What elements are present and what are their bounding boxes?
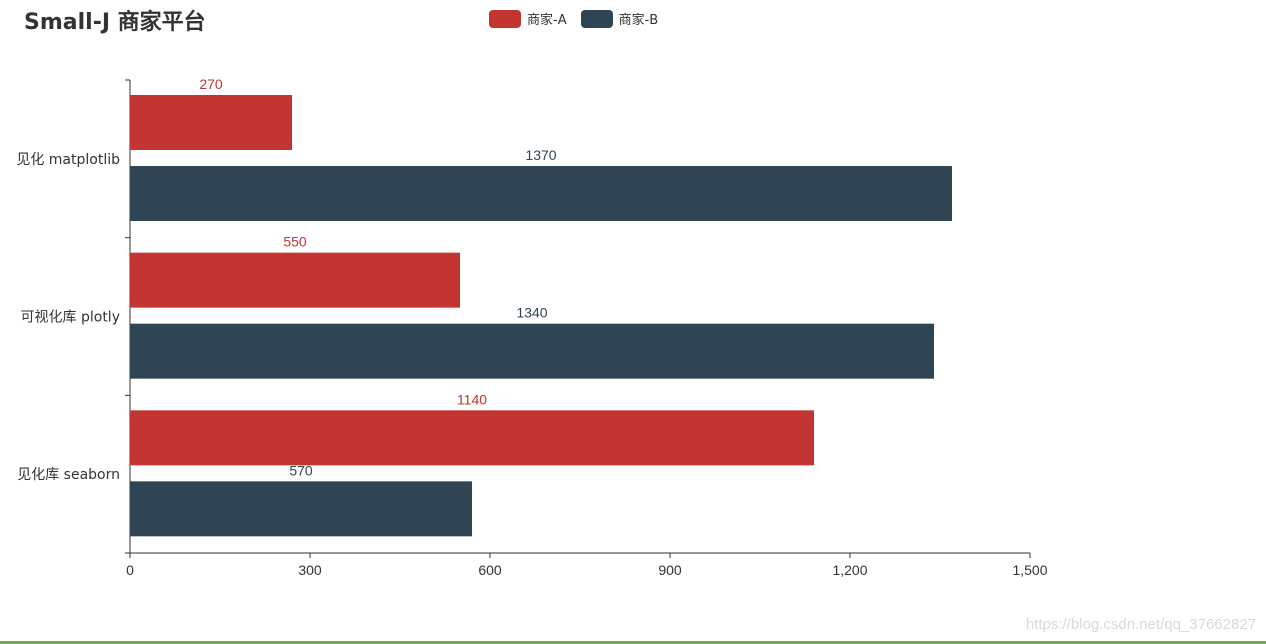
legend-item-merchant-b[interactable]: 商家-B	[580, 9, 659, 28]
bar-value-label: 1140	[457, 391, 487, 407]
bar-merchant-b	[130, 323, 934, 379]
bar-merchant-b	[130, 166, 952, 221]
bar-value-label: 270	[199, 76, 223, 92]
bar-merchant-b	[130, 481, 472, 537]
bar-merchant-a	[130, 252, 460, 308]
x-tick-label: 900	[658, 562, 682, 578]
watermark: https://blog.csdn.net/qq_37662827	[1025, 616, 1256, 633]
legend-label-merchant-b: 商家-B	[618, 13, 659, 28]
bar-value-label: 1340	[516, 305, 547, 321]
legend-item-merchant-a[interactable]: 商家-A	[489, 9, 567, 28]
bar-merchant-a	[130, 410, 814, 466]
legend-swatch-merchant-a	[489, 9, 521, 28]
bar-merchant-a	[130, 95, 292, 150]
x-tick-label: 300	[298, 562, 322, 578]
bar-value-label: 570	[289, 462, 313, 478]
legend-label-merchant-a: 商家-A	[527, 13, 567, 28]
x-tick-label: 1,500	[1012, 562, 1047, 578]
y-category-label: 可视化库 plotly	[21, 310, 120, 326]
bar-value-label: 550	[283, 234, 307, 250]
y-category-label: 见化库 seaborn	[17, 467, 120, 483]
legend: 商家-A 商家-B	[489, 9, 672, 28]
bottom-border	[0, 641, 1266, 644]
x-tick-label: 600	[478, 562, 502, 578]
x-tick-label: 1,200	[832, 562, 867, 578]
x-tick-label: 0	[126, 562, 134, 578]
chart-title: Small-J 商家平台	[24, 10, 206, 35]
legend-swatch-merchant-b	[580, 9, 613, 28]
bar-value-label: 1370	[525, 147, 556, 163]
y-category-label: 见化 matplotlib	[16, 152, 120, 168]
